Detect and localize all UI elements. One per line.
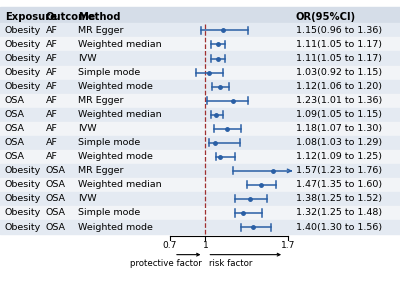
Text: OSA: OSA <box>46 195 66 203</box>
Bar <box>0 150 400 164</box>
Text: OSA: OSA <box>5 152 25 161</box>
Bar <box>0 108 400 122</box>
Bar <box>0 65 400 80</box>
Text: 1.15(0.96 to 1.36): 1.15(0.96 to 1.36) <box>296 26 382 35</box>
Text: AF: AF <box>46 54 58 63</box>
Text: 1.7: 1.7 <box>281 241 295 250</box>
Text: 0.7: 0.7 <box>163 241 177 250</box>
Bar <box>0 38 400 52</box>
Text: AF: AF <box>46 68 58 77</box>
Text: MR Egger: MR Egger <box>78 26 124 35</box>
Text: Weighted mode: Weighted mode <box>78 222 153 232</box>
Text: Obesity: Obesity <box>5 54 41 63</box>
Bar <box>0 206 400 220</box>
Text: AF: AF <box>46 152 58 161</box>
Text: IVW: IVW <box>78 54 97 63</box>
Text: Simple mode: Simple mode <box>78 208 140 217</box>
Text: MR Egger: MR Egger <box>78 166 124 175</box>
Text: 1.03(0.92 to 1.15): 1.03(0.92 to 1.15) <box>296 68 382 77</box>
Text: IVW: IVW <box>78 195 97 203</box>
Text: 1.08(1.03 to 1.29): 1.08(1.03 to 1.29) <box>296 138 382 147</box>
Text: Outcome: Outcome <box>46 12 96 21</box>
Text: Obesity: Obesity <box>5 82 41 91</box>
Text: 1.47(1.35 to 1.60): 1.47(1.35 to 1.60) <box>296 180 382 190</box>
Text: 1.11(1.05 to 1.17): 1.11(1.05 to 1.17) <box>296 54 382 63</box>
Text: Exposure: Exposure <box>5 12 57 21</box>
Bar <box>0 178 400 192</box>
Text: Method: Method <box>78 12 120 21</box>
Text: 1.18(1.07 to 1.30): 1.18(1.07 to 1.30) <box>296 124 382 133</box>
Text: OSA: OSA <box>5 110 25 119</box>
Bar <box>0 7 400 23</box>
Text: AF: AF <box>46 26 58 35</box>
Text: OSA: OSA <box>5 96 25 105</box>
Text: IVW: IVW <box>78 124 97 133</box>
Text: OSA: OSA <box>46 180 66 190</box>
Text: Weighted median: Weighted median <box>78 180 162 190</box>
Text: Weighted median: Weighted median <box>78 40 162 49</box>
Bar <box>0 164 400 178</box>
Text: Simple mode: Simple mode <box>78 68 140 77</box>
Text: Obesity: Obesity <box>5 208 41 217</box>
Text: AF: AF <box>46 138 58 147</box>
Text: Weighted mode: Weighted mode <box>78 82 153 91</box>
Text: AF: AF <box>46 96 58 105</box>
Text: 1.32(1.25 to 1.48): 1.32(1.25 to 1.48) <box>296 208 382 217</box>
Bar <box>0 52 400 65</box>
Bar <box>0 94 400 108</box>
Text: OSA: OSA <box>46 166 66 175</box>
Text: Obesity: Obesity <box>5 195 41 203</box>
Text: 1: 1 <box>202 241 208 250</box>
Text: OSA: OSA <box>46 222 66 232</box>
Text: Weighted mode: Weighted mode <box>78 152 153 161</box>
Text: AF: AF <box>46 110 58 119</box>
Bar <box>0 136 400 150</box>
Text: 1.09(1.05 to 1.15): 1.09(1.05 to 1.15) <box>296 110 382 119</box>
Text: OSA: OSA <box>46 208 66 217</box>
Text: AF: AF <box>46 124 58 133</box>
Text: Obesity: Obesity <box>5 26 41 35</box>
Text: Weighted median: Weighted median <box>78 110 162 119</box>
Text: 1.12(1.06 to 1.20): 1.12(1.06 to 1.20) <box>296 82 382 91</box>
Text: OSA: OSA <box>5 138 25 147</box>
Text: Obesity: Obesity <box>5 222 41 232</box>
Text: Obesity: Obesity <box>5 40 41 49</box>
Bar <box>0 220 400 234</box>
Bar <box>0 23 400 38</box>
Text: OR(95%CI): OR(95%CI) <box>296 12 356 21</box>
Text: Simple mode: Simple mode <box>78 138 140 147</box>
Text: Obesity: Obesity <box>5 68 41 77</box>
Text: protective factor: protective factor <box>130 259 201 268</box>
Text: 1.11(1.05 to 1.17): 1.11(1.05 to 1.17) <box>296 40 382 49</box>
Bar <box>0 122 400 136</box>
Text: OSA: OSA <box>5 124 25 133</box>
Text: 1.12(1.09 to 1.25): 1.12(1.09 to 1.25) <box>296 152 382 161</box>
Text: 1.40(1.30 to 1.56): 1.40(1.30 to 1.56) <box>296 222 382 232</box>
Bar <box>0 80 400 94</box>
Text: Obesity: Obesity <box>5 166 41 175</box>
Text: AF: AF <box>46 82 58 91</box>
Text: MR Egger: MR Egger <box>78 96 124 105</box>
Text: Obesity: Obesity <box>5 180 41 190</box>
Text: 1.57(1.23 to 1.76): 1.57(1.23 to 1.76) <box>296 166 382 175</box>
Text: risk factor: risk factor <box>210 259 253 268</box>
Text: AF: AF <box>46 40 58 49</box>
Text: 1.23(1.01 to 1.36): 1.23(1.01 to 1.36) <box>296 96 382 105</box>
Text: 1.38(1.25 to 1.52): 1.38(1.25 to 1.52) <box>296 195 382 203</box>
Bar <box>0 192 400 206</box>
